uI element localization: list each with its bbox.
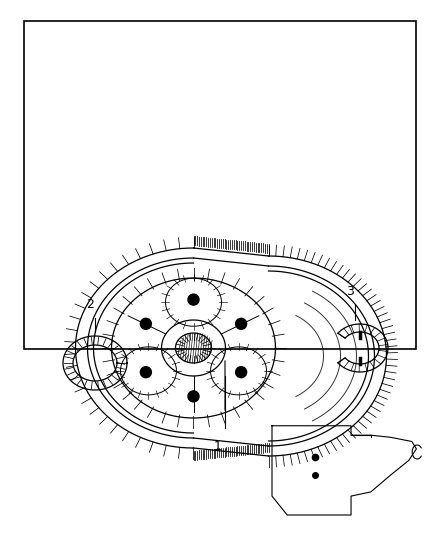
- Circle shape: [140, 367, 152, 378]
- Text: 3: 3: [346, 285, 354, 298]
- Circle shape: [236, 367, 247, 378]
- Bar: [24, 21, 416, 349]
- Circle shape: [140, 318, 152, 329]
- Text: 2: 2: [86, 298, 94, 311]
- Circle shape: [188, 294, 199, 305]
- Circle shape: [236, 318, 247, 329]
- Text: 1: 1: [214, 440, 222, 453]
- Circle shape: [188, 391, 199, 402]
